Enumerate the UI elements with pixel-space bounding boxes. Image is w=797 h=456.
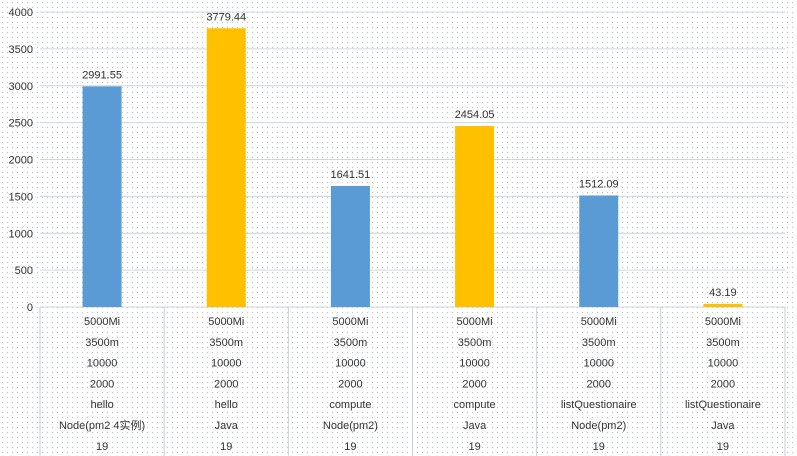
- data-label: 3779.44: [206, 11, 246, 23]
- category-label: 19: [220, 441, 232, 453]
- category-label: Node(pm2 4实例): [59, 418, 145, 432]
- category-label: 5000Mi: [332, 316, 368, 328]
- category-label: Java: [215, 420, 239, 432]
- category-label: 2000: [338, 378, 362, 390]
- category-label: 3500m: [582, 337, 616, 349]
- category-label: 10000: [583, 358, 614, 370]
- category-label: 19: [96, 441, 108, 453]
- category-label: 2000: [587, 378, 611, 390]
- y-tick-label: 4000: [9, 7, 33, 19]
- y-tick-label: 1500: [9, 191, 33, 203]
- bar: [455, 126, 495, 307]
- category-label: 19: [468, 441, 480, 453]
- y-tick-label: 0: [27, 302, 33, 314]
- category-label: 2000: [90, 378, 114, 390]
- category-label: hello: [90, 399, 113, 411]
- y-tick-label: 3000: [9, 81, 33, 93]
- category-label: 2000: [711, 378, 735, 390]
- category-label: 5000Mi: [457, 316, 493, 328]
- category-label: 5000Mi: [705, 316, 741, 328]
- bar: [206, 28, 246, 308]
- category-label: Node(pm2): [323, 420, 378, 432]
- category-table: 5000Mi 3500m 10000 2000 hello Node(pm2 4实例) 19…: [39, 307, 786, 456]
- data-labels: 2991.55 3779.44 1641.51 2454.05 1512.09 43.19: [82, 11, 736, 299]
- category-label: 10000: [87, 358, 118, 370]
- category-label: 10000: [708, 358, 739, 370]
- y-axis: 0 500 1000 1500 2000 2500 3000 3500 4000: [9, 7, 33, 314]
- category-label: hello: [215, 399, 238, 411]
- bar: [703, 303, 743, 307]
- category-label: 5000Mi: [84, 316, 120, 328]
- category-label: listQuestionaire: [685, 399, 761, 411]
- category-label: 19: [344, 441, 356, 453]
- category-label: listQuestionaire: [561, 399, 637, 411]
- category-label: 3500m: [85, 337, 119, 349]
- category-label: 2000: [214, 378, 238, 390]
- y-tick-label: 2500: [9, 118, 33, 130]
- bar: [82, 86, 122, 307]
- category-label: 10000: [459, 358, 490, 370]
- category-label: 3500m: [706, 337, 740, 349]
- y-tick-label: 1000: [9, 228, 33, 240]
- category-label: 3500m: [334, 337, 368, 349]
- bars: [82, 28, 743, 308]
- category-label: Node(pm2): [571, 420, 626, 432]
- y-tick-label: 3500: [9, 44, 33, 56]
- data-label: 2991.55: [82, 69, 122, 81]
- category-label: 19: [717, 441, 729, 453]
- y-tick-label: 2000: [9, 155, 33, 167]
- category-label: 19: [593, 441, 605, 453]
- y-tick-label: 500: [15, 265, 33, 277]
- category-label: 5000Mi: [208, 316, 244, 328]
- data-label: 1641.51: [331, 169, 371, 181]
- data-label: 43.19: [709, 287, 737, 299]
- category-label: compute: [453, 399, 495, 411]
- gridlines: [40, 11, 785, 308]
- category-label: 2000: [462, 378, 486, 390]
- bar: [579, 195, 619, 307]
- category-label: 10000: [335, 358, 366, 370]
- category-label: 3500m: [209, 337, 243, 349]
- data-label: 2454.05: [455, 109, 495, 121]
- category-label: compute: [329, 399, 371, 411]
- category-label: 3500m: [458, 337, 492, 349]
- category-label: Java: [463, 420, 487, 432]
- category-label: Java: [711, 420, 735, 432]
- category-label: 5000Mi: [581, 316, 617, 328]
- bar: [330, 185, 370, 307]
- data-label: 1512.09: [579, 178, 619, 190]
- category-label: 10000: [211, 358, 242, 370]
